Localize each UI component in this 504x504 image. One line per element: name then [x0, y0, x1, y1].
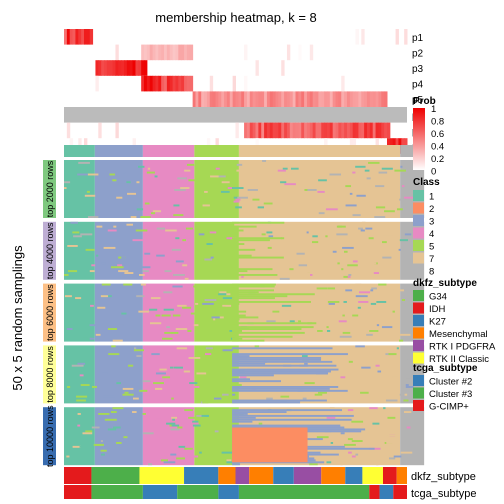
sampling-group-3: top 6000 rows — [43, 283, 425, 342]
class-segment-1 — [64, 145, 95, 157]
class-legend-label: 4 — [429, 229, 434, 240]
dkfz-legend-swatch — [413, 340, 424, 351]
prob-tick: 0.2 — [431, 154, 444, 165]
tcga-legend-label: Cluster #2 — [429, 377, 472, 388]
prob-tick: 0.6 — [431, 129, 444, 140]
group-color-bar — [43, 160, 56, 218]
membership-row-label-p5: p5 — [412, 95, 424, 106]
y-axis-label: 50 x 5 random samplings — [10, 245, 25, 391]
dkfz-legend-label: RTK I PDGFRA — [429, 342, 496, 353]
chart-title: membership heatmap, k = 8 — [155, 10, 317, 25]
group-label: top 8000 rows — [45, 346, 55, 403]
class-legend-swatch — [413, 190, 424, 201]
bottom-annotations: dkfz_subtype tcga_subtype — [64, 467, 476, 500]
group-label: top 10000 rows — [45, 405, 55, 467]
tcga-legend-title: tcga_subtype — [413, 363, 478, 374]
group-label: top 2000 rows — [45, 160, 55, 217]
tcga-legend-swatch — [413, 387, 424, 399]
class-legend-swatch — [413, 202, 424, 214]
dkfz-legend-swatch — [413, 352, 424, 364]
class-legend-swatch — [413, 265, 424, 276]
sampling-groups: top 2000 rows top 4000 rows top 6000 rows t… — [43, 160, 425, 467]
class-legend-title: Class — [413, 177, 440, 188]
class-legend-label: 3 — [429, 217, 434, 228]
class-legend-label: 2 — [429, 204, 434, 215]
class-legend-swatch — [413, 252, 424, 264]
dkfz-legend-label: Mesenchymal — [429, 329, 488, 340]
dkfz-legend-swatch — [413, 302, 424, 314]
dkfz-legend-swatch — [413, 315, 424, 326]
class-legend-swatch — [413, 240, 424, 251]
prob-tick: 0.4 — [431, 142, 444, 153]
class-legend-label: 8 — [429, 267, 434, 278]
membership-row-p3 — [95, 60, 285, 76]
class-legend-swatch — [413, 227, 424, 239]
sampling-group-4: top 8000 rows — [43, 345, 425, 404]
tcga-legend-label: Cluster #3 — [429, 389, 472, 400]
class-segment-7 — [238, 145, 401, 157]
prob-tick: 1 — [431, 104, 436, 115]
group-label: top 4000 rows — [45, 222, 55, 279]
sampling-group-2: top 4000 rows — [43, 221, 425, 280]
membership-row-label-p2: p2 — [412, 48, 424, 59]
dkfz-legend-label: RTK II Classic — [429, 354, 489, 365]
dkfz-annotation-bar — [64, 467, 407, 484]
prob-tick: 0 — [431, 167, 436, 178]
class-legend-label: 1 — [429, 192, 434, 203]
group-color-bar — [43, 221, 56, 280]
membership-row-label-p1: p1 — [412, 33, 424, 44]
tcga-legend-label: G-CIMP+ — [429, 402, 469, 413]
class-legend-label: 7 — [429, 254, 434, 265]
group-label: top 6000 rows — [45, 284, 55, 341]
membership-row-p7 — [66, 122, 391, 139]
class-legend-swatch — [413, 215, 424, 226]
tcga-legend-swatch — [413, 375, 424, 386]
class-column-bar — [64, 145, 425, 157]
dkfz-annotation-label: dkfz_subtype — [411, 471, 476, 483]
group-color-bar — [43, 407, 56, 466]
class-segment-4 — [142, 145, 195, 157]
membership-row-p4 — [95, 75, 345, 92]
dkfz-legend-label: G34 — [429, 292, 447, 303]
tcga-annotation-label: tcga_subtype — [411, 488, 476, 500]
dkfz-legend-swatch — [413, 327, 424, 339]
group-color-bar — [43, 345, 56, 404]
tcga-annotation-bar — [64, 485, 407, 499]
membership-row-p5 — [192, 91, 388, 107]
prob-tick: 0.8 — [431, 117, 444, 128]
dkfz-legend-swatch — [413, 290, 424, 301]
legends: Prob10.80.60.40.20Class1234578dkfz_subty… — [413, 96, 496, 413]
membership-matrix: p1p2p3p4p5p6p7p8 — [64, 29, 424, 154]
membership-row-p2 — [115, 44, 314, 61]
prob-gradient — [413, 108, 425, 170]
class-legend-label: 5 — [429, 242, 434, 253]
class-segment-5 — [194, 145, 239, 157]
membership-row-label-p3: p3 — [412, 64, 424, 75]
dkfz-legend-label: IDH — [429, 304, 446, 315]
sampling-group-5: top 10000 rows — [43, 405, 425, 467]
membership-row-p6 — [64, 107, 407, 123]
class-segment-3 — [94, 145, 143, 157]
membership-row-p1 — [64, 29, 408, 45]
membership-row-label-p4: p4 — [412, 80, 424, 91]
tcga-legend-swatch — [413, 400, 424, 411]
dkfz-legend-title: dkfz_subtype — [413, 278, 477, 289]
dkfz-legend-label: K27 — [429, 317, 446, 328]
prob-legend-title: Prob — [413, 96, 436, 107]
group-color-bar — [43, 283, 56, 342]
sampling-group-1: top 2000 rows — [43, 160, 425, 218]
